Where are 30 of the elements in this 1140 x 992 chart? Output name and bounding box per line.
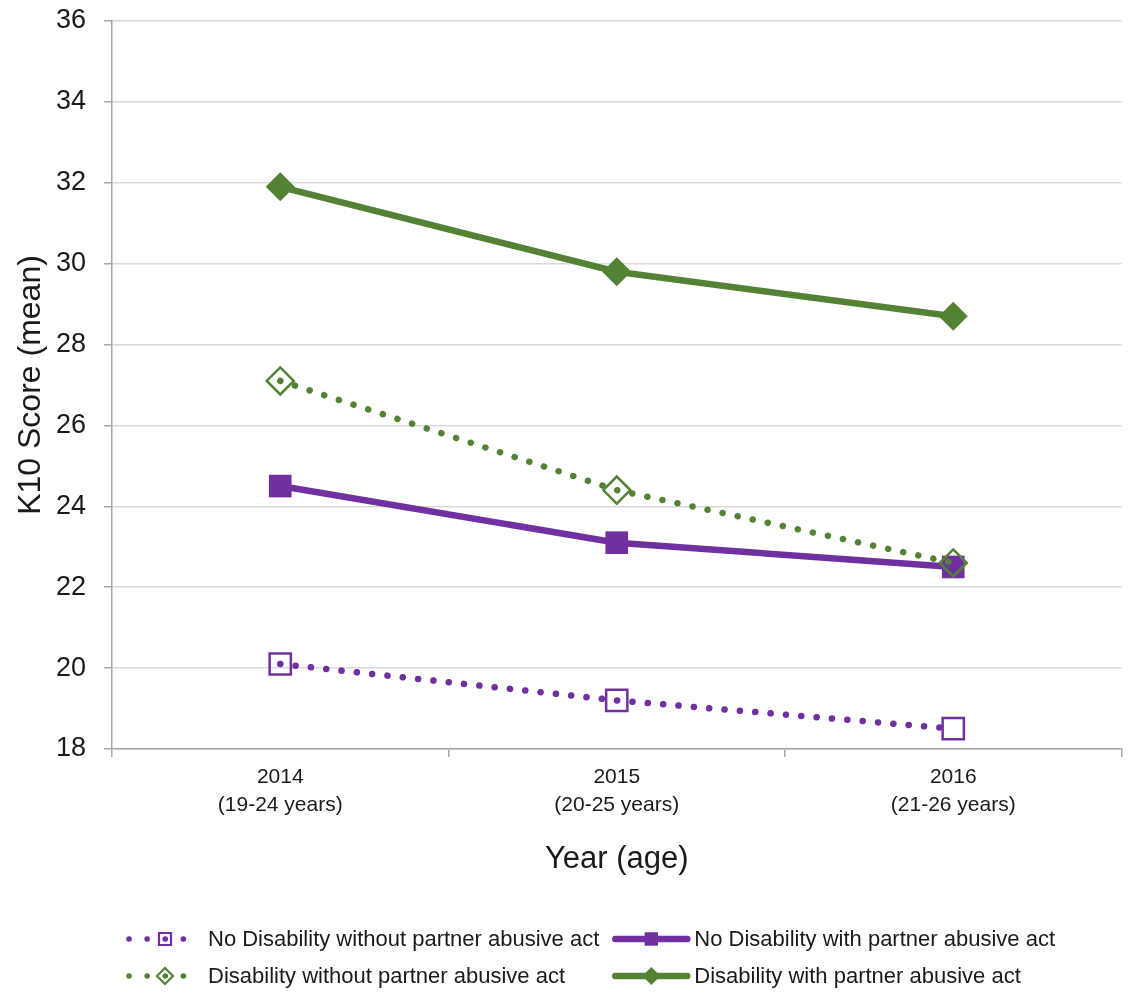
- y-tick-label: 28: [55, 327, 86, 358]
- legend-label: Disability with partner abusive act: [694, 963, 1021, 989]
- point: [605, 531, 629, 554]
- point: [265, 366, 295, 396]
- point: [268, 652, 293, 676]
- y-tick-label: 36: [55, 4, 86, 35]
- y-tick-label: 18: [55, 732, 86, 763]
- y-tick-label: 22: [55, 570, 86, 601]
- legend-label: No Disability with partner abusive act: [694, 926, 1056, 952]
- y-tick-label: 24: [55, 489, 86, 520]
- y-tick-label: 26: [55, 408, 86, 439]
- point: [265, 172, 295, 202]
- point: [268, 474, 292, 498]
- y-axis-title: K10 Score (mean): [11, 255, 48, 515]
- x-tick-label: 2014 (19-24 years): [217, 763, 343, 815]
- legend-label: Disability without partner abusive act: [208, 963, 566, 989]
- point: [604, 688, 629, 713]
- point: [938, 301, 968, 331]
- x-tick-label: 2016 (21-26 years): [890, 763, 1016, 815]
- y-tick-label: 20: [55, 651, 86, 682]
- point: [602, 475, 632, 505]
- x-axis-title: Year (age): [544, 839, 689, 875]
- y-tick-label: 30: [55, 247, 86, 278]
- point: [941, 716, 966, 741]
- x-tick-label: 2015 (20-25 years): [554, 763, 680, 815]
- point: [602, 257, 632, 287]
- legend-label: No Disability without partner abusive act: [208, 926, 600, 952]
- y-tick-label: 34: [55, 85, 86, 116]
- point: [938, 548, 968, 578]
- y-tick-label: 32: [55, 166, 86, 197]
